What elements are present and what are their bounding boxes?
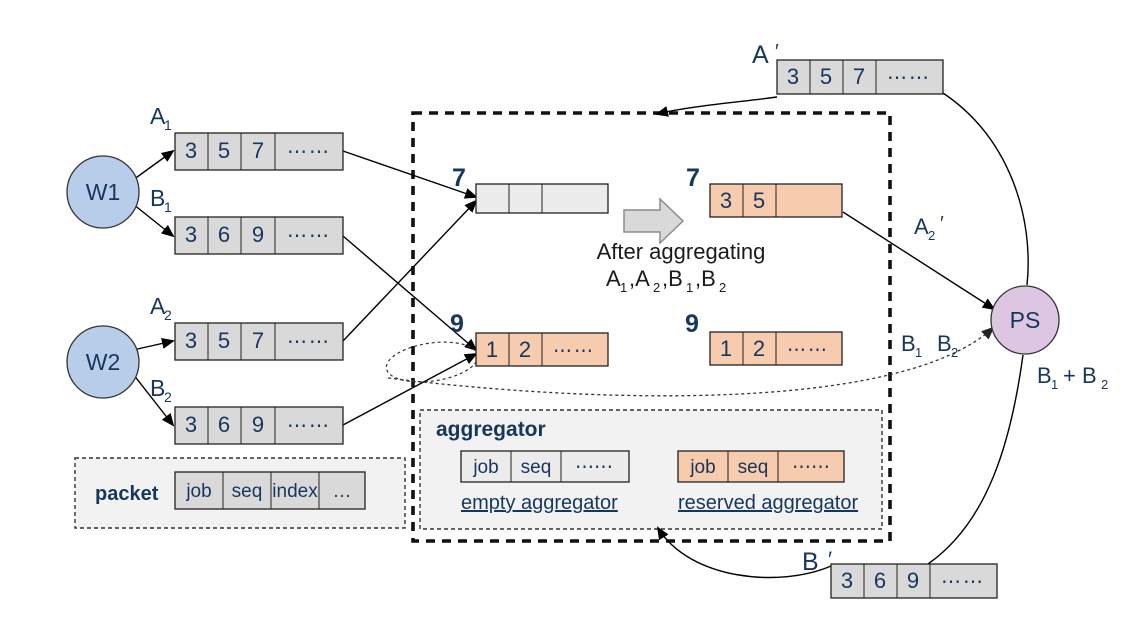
svg-text:5: 5 [820, 64, 832, 89]
svg-text:1: 1 [486, 337, 498, 362]
svg-text:A: A [606, 266, 621, 291]
svg-text:6: 6 [218, 412, 230, 437]
svg-text:2: 2 [719, 280, 726, 295]
svg-text:′: ′ [940, 213, 944, 235]
svg-text:5: 5 [218, 328, 230, 353]
svg-text:seq: seq [232, 481, 263, 502]
svg-text:B: B [937, 331, 952, 356]
svg-text:seq: seq [738, 457, 769, 478]
svg-text:6: 6 [218, 222, 230, 247]
svg-text:A: A [914, 214, 929, 239]
svg-text:9: 9 [450, 310, 464, 338]
svg-text:⋯⋯: ⋯⋯ [287, 225, 331, 247]
svg-text:⋯⋯: ⋯⋯ [287, 331, 331, 353]
svg-text:1: 1 [720, 336, 732, 361]
svg-text:W2: W2 [86, 349, 121, 375]
svg-text:2: 2 [653, 280, 660, 295]
svg-text:⋯⋯: ⋯⋯ [792, 457, 830, 478]
svg-text:3: 3 [720, 188, 732, 213]
svg-text:2: 2 [519, 337, 531, 362]
svg-text:3: 3 [185, 412, 197, 437]
svg-text:After aggregating: After aggregating [597, 239, 766, 264]
svg-text:1: 1 [686, 280, 693, 295]
svg-text:1: 1 [164, 199, 172, 215]
svg-text:B: B [901, 331, 916, 356]
svg-text:aggregator: aggregator [436, 418, 546, 441]
svg-text:…: … [333, 481, 352, 502]
svg-text:job: job [185, 481, 211, 502]
svg-text:,A: ,A [629, 266, 650, 291]
svg-text:2: 2 [1101, 377, 1108, 392]
svg-text:3: 3 [787, 64, 799, 89]
svg-text:index: index [272, 481, 318, 502]
svg-text:1: 1 [1051, 377, 1058, 392]
svg-text:3: 3 [185, 222, 197, 247]
svg-text:7: 7 [252, 328, 264, 353]
svg-text:7: 7 [252, 138, 264, 163]
svg-text:3: 3 [841, 568, 853, 593]
svg-text:6: 6 [874, 568, 886, 593]
svg-text:2: 2 [951, 345, 958, 360]
svg-text:5: 5 [753, 188, 765, 213]
svg-text:B: B [1037, 363, 1052, 388]
svg-text:7: 7 [686, 164, 700, 192]
svg-text:⋯⋯: ⋯⋯ [287, 141, 331, 163]
svg-text:reserved aggregator: reserved aggregator [678, 492, 858, 514]
svg-text:A: A [752, 41, 769, 69]
svg-text:W1: W1 [86, 179, 121, 205]
svg-text:5: 5 [218, 138, 230, 163]
svg-text:B: B [802, 548, 819, 576]
svg-text:1: 1 [915, 345, 922, 360]
svg-text:⋯⋯: ⋯⋯ [575, 457, 613, 478]
svg-text:seq: seq [521, 457, 552, 478]
svg-text:1: 1 [620, 280, 627, 295]
svg-text:job: job [472, 457, 498, 478]
svg-text:PS: PS [1010, 307, 1041, 333]
svg-text:+ B: + B [1063, 363, 1097, 388]
svg-text:9: 9 [252, 222, 264, 247]
svg-text:⋯⋯: ⋯⋯ [887, 67, 931, 89]
svg-text:⋯⋯: ⋯⋯ [941, 571, 985, 593]
svg-text:2: 2 [753, 336, 765, 361]
svg-text:9: 9 [685, 310, 699, 338]
svg-text:2: 2 [164, 389, 172, 405]
svg-text:⋯⋯: ⋯⋯ [553, 341, 595, 362]
svg-text:7: 7 [452, 164, 466, 192]
svg-text:′: ′ [775, 41, 779, 63]
svg-text:′: ′ [828, 547, 832, 572]
svg-text:9: 9 [252, 412, 264, 437]
svg-text:,B: ,B [695, 266, 716, 291]
svg-text:1: 1 [164, 117, 172, 133]
svg-text:2: 2 [164, 307, 172, 323]
svg-text:3: 3 [185, 138, 197, 163]
svg-text:,B: ,B [662, 266, 683, 291]
svg-text:7: 7 [853, 64, 865, 89]
svg-text:2: 2 [928, 228, 935, 243]
svg-text:⋯⋯: ⋯⋯ [287, 415, 331, 437]
svg-text:job: job [689, 457, 715, 478]
svg-text:empty aggregator: empty aggregator [461, 492, 618, 514]
svg-text:3: 3 [185, 328, 197, 353]
svg-text:9: 9 [907, 568, 919, 593]
svg-text:packet: packet [95, 483, 159, 505]
svg-text:⋯⋯: ⋯⋯ [787, 340, 829, 361]
